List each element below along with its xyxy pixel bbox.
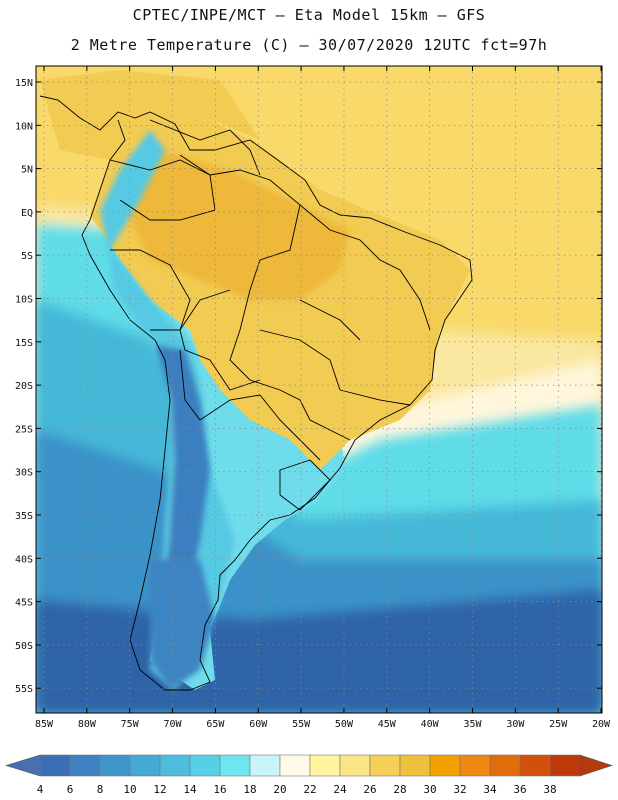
axis-ticks	[36, 66, 602, 713]
lat-label: 15N	[15, 78, 33, 89]
andes-band	[100, 130, 235, 690]
colorbar-label: 24	[333, 783, 347, 796]
colorbar-swatch	[39, 754, 71, 777]
patagonia-region	[150, 560, 215, 690]
lat-label: 40S	[15, 554, 33, 565]
lon-label: 45W	[378, 719, 397, 730]
colorbar-swatch	[99, 754, 131, 777]
colorbar-label: 20	[273, 783, 286, 796]
colorbar-swatch	[129, 754, 161, 777]
colorbar-label: 34	[483, 783, 497, 796]
lon-label: 70W	[164, 719, 183, 730]
colorbar-swatch	[219, 754, 251, 777]
lat-label: 20S	[15, 381, 33, 392]
lon-label: 50W	[335, 719, 354, 730]
colorbar-swatch	[549, 754, 581, 777]
lon-label: 80W	[78, 719, 97, 730]
map-frame	[35, 65, 603, 714]
colorbar-label: 30	[423, 783, 436, 796]
lat-label: 25S	[15, 424, 33, 435]
colorbar-swatch	[159, 754, 191, 777]
colorbar-swatch	[459, 754, 491, 777]
lat-label: 5N	[21, 165, 33, 176]
latitude-labels: 15N 10N 5N EQ 5S 10S 15S 20S 25S 30S 35S 40S 45S 50S 5…	[15, 78, 33, 695]
colorbar-swatch	[279, 754, 311, 777]
colorbar-swatch	[369, 754, 401, 777]
border-brazil	[179, 154, 351, 441]
border-uruguay	[279, 459, 331, 511]
colorbar-swatch	[399, 754, 431, 777]
lat-label: EQ	[21, 208, 33, 219]
lat-label: 35S	[15, 511, 33, 522]
lon-label: 60W	[249, 719, 268, 730]
colorbar-label: 8	[97, 783, 104, 796]
colorbar-swatch	[189, 754, 221, 777]
colorbar-label: 14	[183, 783, 197, 796]
colorbar-label: 22	[303, 783, 316, 796]
colorbar-swatch	[249, 754, 281, 777]
colorbar-label: 26	[363, 783, 376, 796]
land-amazon-basin	[120, 150, 350, 300]
lat-label: 45S	[15, 598, 33, 609]
lat-label: 5S	[21, 251, 33, 262]
colorbar-label: 16	[213, 783, 226, 796]
lat-label: 55S	[15, 684, 33, 695]
lat-label: 50S	[15, 641, 33, 652]
colorbar-swatch	[489, 754, 521, 777]
colorbar-label: 28	[393, 783, 406, 796]
lon-label: 25W	[549, 719, 568, 730]
land-southern-cone	[100, 230, 345, 690]
lon-label: 85W	[35, 719, 54, 730]
lon-label: 35W	[463, 719, 482, 730]
lon-label: 65W	[206, 719, 225, 730]
land-northern	[40, 70, 260, 160]
colorbar-swatch	[309, 754, 341, 777]
colorbar-label: 12	[153, 783, 166, 796]
lon-label: 40W	[421, 719, 440, 730]
border-venezuela	[149, 119, 261, 176]
lat-label: 10S	[15, 295, 33, 306]
border-colombia	[109, 159, 216, 221]
colorbar-high-arrow	[579, 754, 613, 777]
longitude-labels: 85W 80W 75W 70W 65W 60W 55W 50W 45W 40W 35W 30W 25W 2…	[35, 719, 611, 730]
border-bolivia	[179, 289, 261, 391]
lat-label: 30S	[15, 468, 33, 479]
lon-label: 75W	[121, 719, 140, 730]
colorbar-label: 6	[67, 783, 74, 796]
map-field	[36, 66, 602, 713]
colorbar-label: 32	[453, 783, 466, 796]
lat-lon-grid	[36, 66, 602, 713]
border-peru	[110, 249, 191, 331]
map-title: CPTEC/INPE/MCT – Eta Model 15km – GFS	[132, 6, 486, 24]
lon-label: 30W	[506, 719, 525, 730]
colorbar-label: 10	[123, 783, 136, 796]
lon-label: 55W	[292, 719, 311, 730]
colorbar-low-arrow	[4, 754, 41, 777]
colorbar-label: 38	[543, 783, 556, 796]
colorbar-label: 18	[243, 783, 256, 796]
lat-label: 10N	[15, 121, 33, 132]
colorbar-swatch	[339, 754, 371, 777]
lon-label: 20W	[592, 719, 611, 730]
colorbar-label: 36	[513, 783, 526, 796]
map-subtitle: 2 Metre Temperature (C) – 30/07/2020 12U…	[70, 36, 548, 54]
brazil-states	[259, 204, 431, 406]
lat-label: 15S	[15, 338, 33, 349]
colorbar-swatch	[429, 754, 461, 777]
colorbar: 4 6 8 10 12 14 16 18 20 22 24 26 28 30 32 34 36 38	[4, 754, 613, 796]
colorbar-swatch	[69, 754, 101, 777]
border-argentina	[179, 349, 321, 461]
colorbar-label: 4	[37, 783, 44, 796]
colorbar-swatch	[519, 754, 551, 777]
